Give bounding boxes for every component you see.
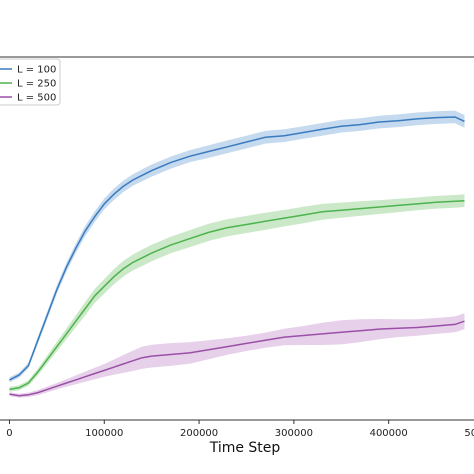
legend-label: L = 500 — [17, 93, 56, 104]
band-l-250 — [9, 194, 465, 392]
x-tick-label: 400000 — [370, 428, 408, 439]
x-tick-label: 100000 — [85, 428, 123, 439]
legend: L = 100 L = 250 L = 500 — [0, 58, 61, 106]
series-line-l-500 — [9, 320, 465, 397]
x-tick-label: 300000 — [275, 428, 313, 439]
legend-label: L = 250 — [17, 79, 56, 90]
series-lines — [9, 116, 465, 397]
x-axis-label: Time Step — [209, 440, 281, 456]
series-line-l-100 — [9, 116, 465, 381]
x-tick-label: 500000 — [464, 428, 474, 439]
legend-box — [0, 58, 61, 106]
legend-items: L = 100 L = 250 L = 500 — [0, 65, 56, 104]
x-axis-ticks: 0 100000 200000 300000 400000 500000 — [6, 420, 474, 439]
x-tick-label: 200000 — [180, 428, 218, 439]
band-l-500 — [9, 313, 465, 398]
legend-label: L = 100 — [17, 65, 56, 76]
x-tick-label: 0 — [6, 428, 12, 439]
series-line-l-250 — [9, 199, 465, 391]
confidence-bands — [9, 110, 465, 398]
